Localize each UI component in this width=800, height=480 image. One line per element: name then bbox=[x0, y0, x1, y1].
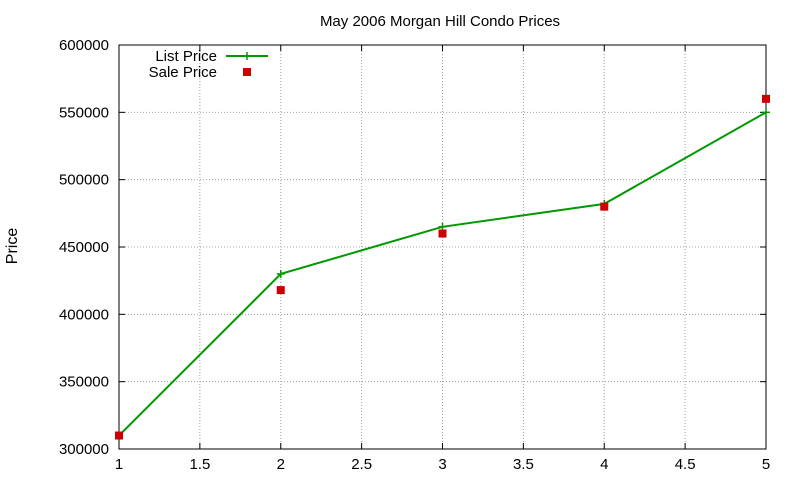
y-tick-label: 400000 bbox=[59, 306, 109, 323]
x-tick-label: 2 bbox=[277, 456, 285, 473]
x-tick-label: 2.5 bbox=[351, 456, 372, 473]
y-tick-label: 500000 bbox=[59, 172, 109, 189]
y-tick-label: 300000 bbox=[59, 441, 109, 458]
series bbox=[115, 94, 770, 440]
chart-title: May 2006 Morgan Hill Condo Prices bbox=[320, 13, 560, 30]
y-axis-label: Price bbox=[4, 228, 21, 265]
x-tick-label: 3.5 bbox=[513, 456, 534, 473]
legend-item: Sale Price bbox=[149, 64, 251, 81]
sale-price-point bbox=[600, 202, 609, 211]
sale-price-point bbox=[438, 229, 447, 238]
list-price-point bbox=[438, 222, 447, 231]
legend-plus-marker bbox=[243, 52, 251, 60]
legend-square-marker bbox=[243, 68, 251, 76]
x-tick-label: 4.5 bbox=[675, 456, 696, 473]
y-tick-label: 450000 bbox=[59, 239, 109, 256]
legend-item: List Price bbox=[155, 48, 268, 65]
y-tick-label: 550000 bbox=[59, 104, 109, 121]
sale-price-point bbox=[762, 94, 770, 103]
x-tick-label: 1.5 bbox=[189, 456, 210, 473]
y-tick-label: 600000 bbox=[59, 37, 109, 54]
grid bbox=[119, 45, 766, 449]
sale-price-point bbox=[115, 431, 123, 440]
legend-label: List Price bbox=[155, 48, 217, 65]
x-tick-label: 4 bbox=[600, 456, 608, 473]
x-tick-label: 3 bbox=[438, 456, 446, 473]
list-price-point bbox=[762, 108, 770, 117]
series-1 bbox=[115, 94, 770, 440]
x-tick-label: 5 bbox=[762, 456, 770, 473]
plot-frame bbox=[118, 44, 767, 450]
legend-label: Sale Price bbox=[149, 64, 217, 81]
list-price-point bbox=[276, 269, 285, 278]
axes: 1 1.5 2 2.5 3 3.5 4 4.5 5 300000 350000 400000 45000… bbox=[59, 37, 770, 473]
x-tick-label: 1 bbox=[115, 456, 123, 473]
sale-price-point bbox=[276, 286, 285, 295]
y-tick-label: 350000 bbox=[59, 374, 109, 391]
